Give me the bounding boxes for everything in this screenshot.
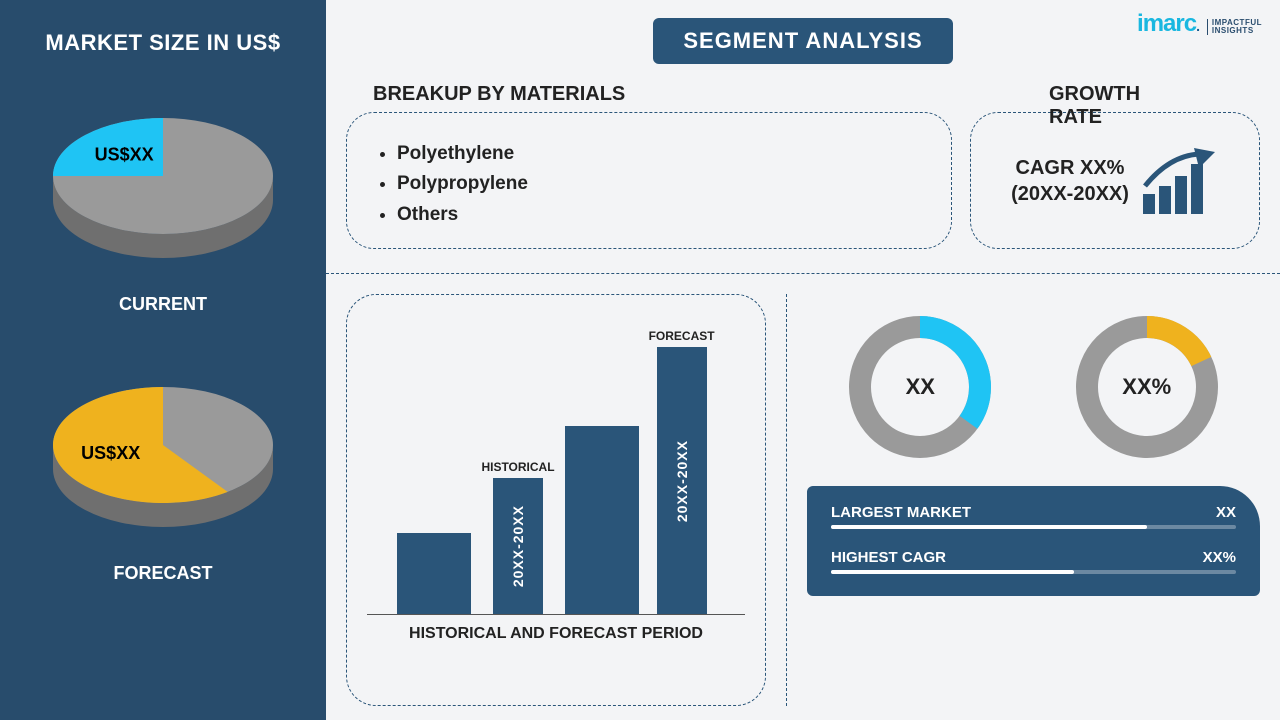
info-card: LARGEST MARKETXX HIGHEST CAGRXX% xyxy=(807,486,1260,596)
growth-text: CAGR XX% (20XX-20XX) xyxy=(1011,155,1129,207)
donut-1: XX xyxy=(845,312,995,462)
right-column: XX XX% LARGEST MARKETXX HIGHEST CAGRXX% xyxy=(807,294,1260,706)
donut-2-value: XX% xyxy=(1122,374,1171,400)
growth-box: GROWTH RATE CAGR XX% (20XX-20XX) xyxy=(970,112,1260,249)
bar xyxy=(565,422,639,615)
pie-forecast-caption: FORECAST xyxy=(114,563,213,584)
breakup-heading: BREAKUP BY MATERIALS xyxy=(367,83,631,106)
pie-current-caption: CURRENT xyxy=(119,294,207,315)
breakup-box: BREAKUP BY MATERIALS PolyethylenePolypro… xyxy=(346,112,952,249)
logo-tagline: IMPACTFULINSIGHTS xyxy=(1207,19,1262,35)
donut-1-value: XX xyxy=(906,374,935,400)
main-area: imarc. IMPACTFULINSIGHTS SEGMENT ANALYSI… xyxy=(326,0,1280,720)
bar-chart-caption: HISTORICAL AND FORECAST PERIOD xyxy=(409,625,703,643)
divider-vertical xyxy=(786,294,787,706)
info-row: HIGHEST CAGRXX% xyxy=(831,549,1236,574)
breakup-item: Others xyxy=(397,200,923,230)
svg-text:US$XX: US$XX xyxy=(81,443,140,463)
page-title: SEGMENT ANALYSIS xyxy=(653,18,952,64)
bar: FORECAST20XX-20XX xyxy=(649,329,715,614)
breakup-item: Polypropylene xyxy=(397,169,923,199)
sidebar-title: MARKET SIZE IN US$ xyxy=(45,30,280,56)
historical-forecast-box: HISTORICAL20XX-20XX FORECAST20XX-20XX HIS… xyxy=(346,294,766,706)
donut-2: XX% xyxy=(1072,312,1222,462)
info-row: LARGEST MARKETXX xyxy=(831,504,1236,529)
breakup-list: PolyethylenePolypropyleneOthers xyxy=(397,139,923,230)
pie-forecast: US$XX xyxy=(33,345,293,555)
svg-text:US$XX: US$XX xyxy=(95,144,154,164)
growth-chart-icon xyxy=(1139,146,1219,216)
pie-current: US$XX xyxy=(33,76,293,286)
growth-heading: GROWTH RATE xyxy=(1043,83,1187,129)
bar-chart: HISTORICAL20XX-20XX FORECAST20XX-20XX xyxy=(367,315,745,615)
logo-brand: imarc xyxy=(1137,10,1196,37)
sidebar: MARKET SIZE IN US$ US$XX CURRENT US$XX F… xyxy=(0,0,326,720)
logo: imarc. IMPACTFULINSIGHTS xyxy=(1137,10,1262,38)
breakup-item: Polyethylene xyxy=(397,139,923,169)
bar xyxy=(397,529,471,614)
donut-row: XX XX% xyxy=(807,312,1260,462)
bar: HISTORICAL20XX-20XX xyxy=(481,460,554,614)
